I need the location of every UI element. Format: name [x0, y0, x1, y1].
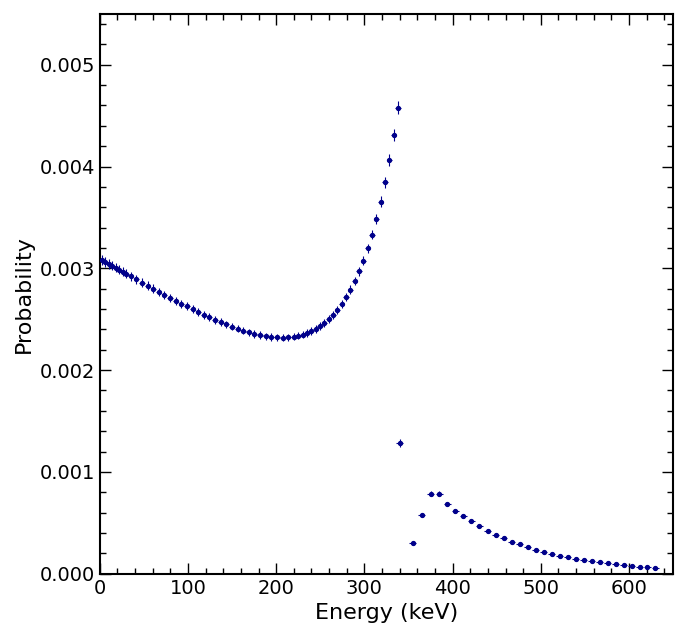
X-axis label: Energy (keV): Energy (keV): [315, 603, 458, 623]
Y-axis label: Probability: Probability: [14, 235, 34, 353]
